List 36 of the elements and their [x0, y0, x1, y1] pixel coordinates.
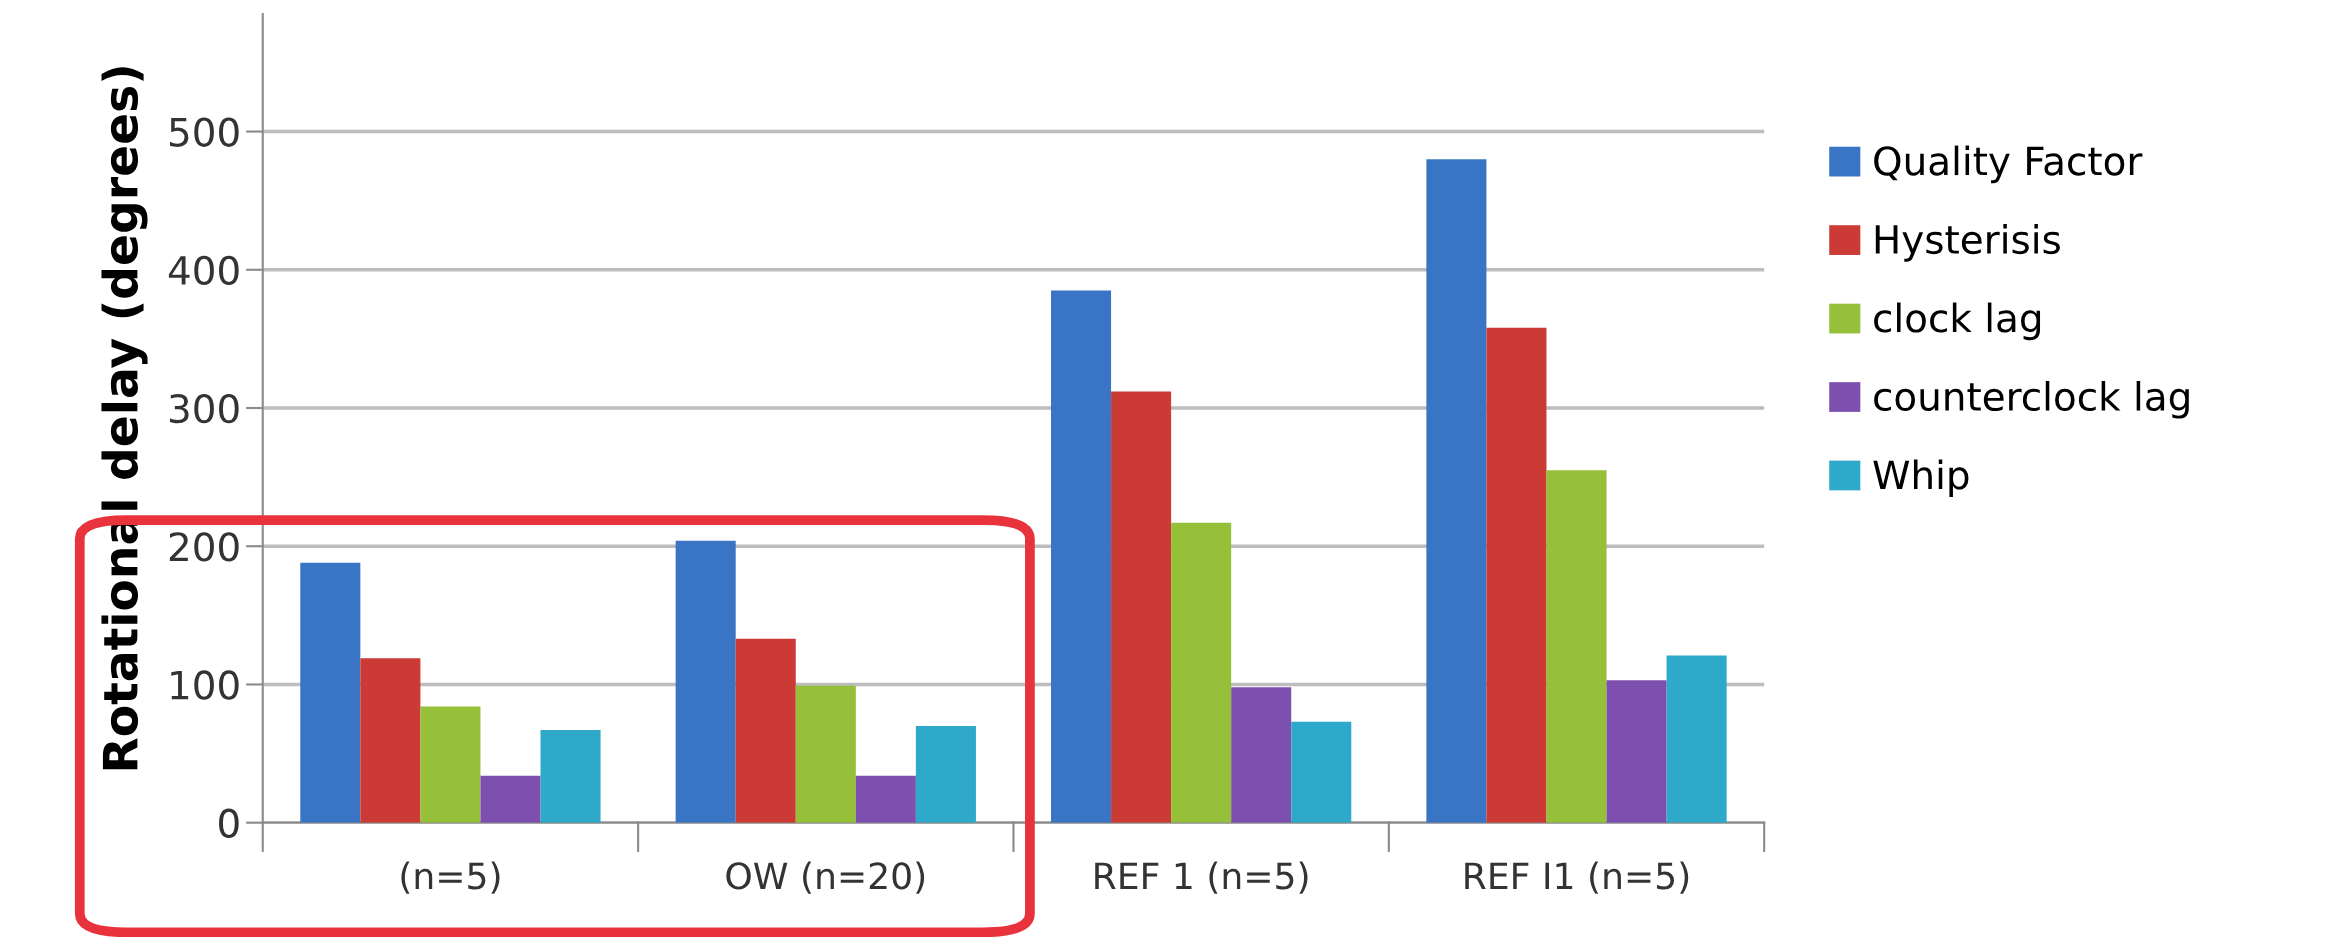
bar [540, 730, 601, 823]
bar [795, 685, 856, 823]
x-tick-label: REF I1 (n=5) [1465, 861, 1689, 894]
bar [1291, 721, 1352, 823]
bar [1171, 522, 1232, 823]
x-tick-label: REF 1 (n=5) [1095, 861, 1308, 894]
y-tick-label: 200 [169, 532, 239, 562]
bar [1486, 327, 1547, 823]
y-tick-label: 500 [170, 117, 239, 147]
bar [675, 540, 736, 823]
legend-label: clock lag [1874, 302, 2041, 341]
y-tick-label: 400 [168, 255, 239, 286]
y-tick-label: 0 [219, 808, 239, 839]
bar [1111, 391, 1172, 823]
bar [1546, 470, 1607, 823]
bar [420, 706, 481, 823]
bar [1606, 680, 1667, 823]
legend-label: Quality Factor [1874, 145, 2143, 184]
y-axis-title: Rotational delay (degrees) [101, 67, 148, 770]
legend-label: Whip [1873, 459, 1969, 498]
bar [855, 775, 916, 823]
bar [360, 658, 421, 823]
bar [1426, 159, 1487, 823]
x-tick-label: (n=5) [401, 861, 500, 894]
bar [735, 638, 796, 823]
y-tick-label: 100 [171, 670, 239, 700]
bar [480, 775, 541, 823]
bar [1231, 687, 1292, 823]
bar [1051, 290, 1112, 823]
x-tick-label: OW (n=20) [726, 861, 925, 894]
legend-label: Hysterisis [1875, 224, 2060, 262]
bar [300, 562, 361, 823]
bar [1666, 655, 1727, 823]
legend-label: counterclock lag [1874, 380, 2189, 419]
bar [915, 725, 976, 823]
y-tick-label: 300 [169, 393, 239, 424]
